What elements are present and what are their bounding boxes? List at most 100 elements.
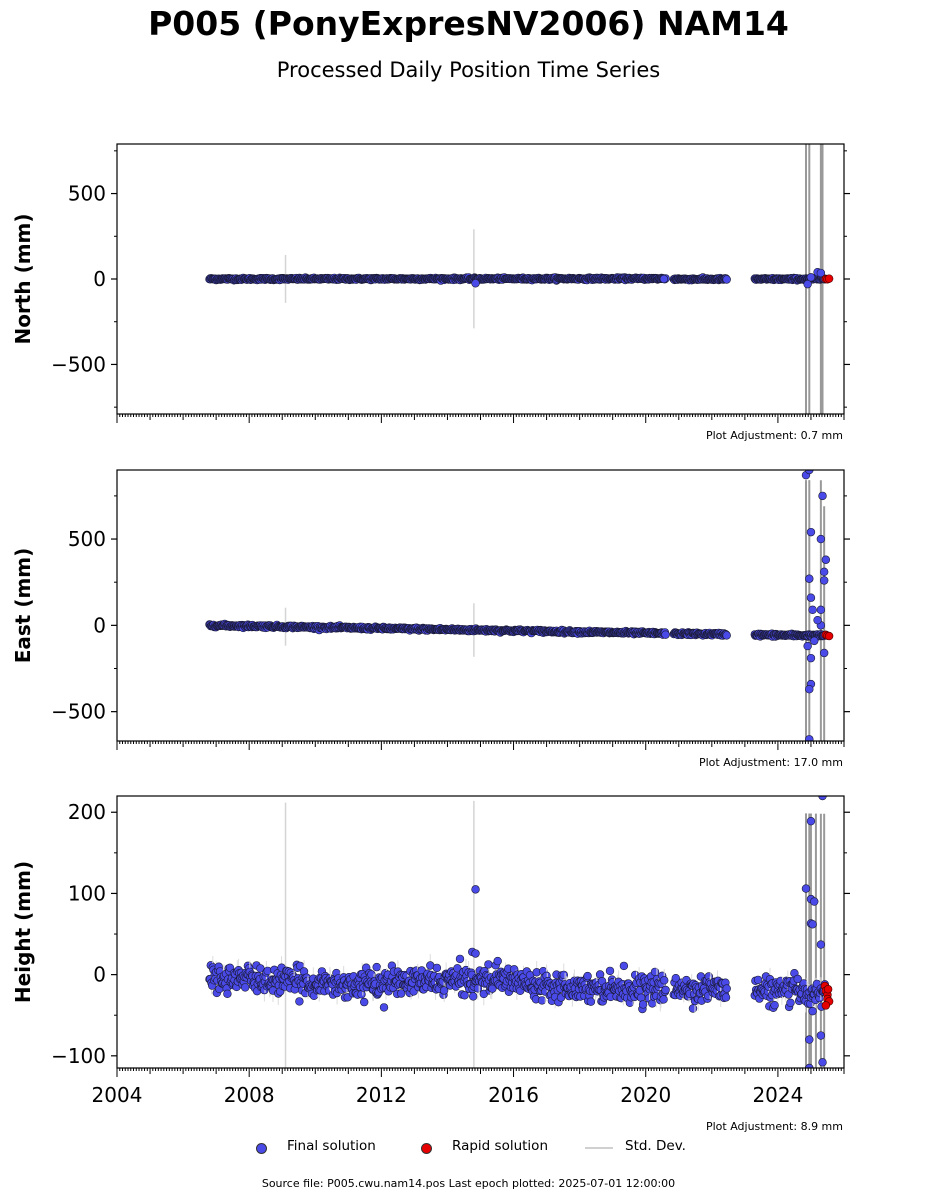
- final-point: [813, 615, 822, 625]
- final-point: [805, 574, 814, 583]
- final-point: [688, 1004, 698, 1013]
- final-point: [453, 964, 462, 973]
- stddev-swatch-icon: [585, 1147, 613, 1149]
- final-point: [537, 996, 547, 1005]
- final-point: [819, 648, 829, 658]
- final-point: [559, 970, 568, 980]
- final-point: [805, 735, 814, 741]
- y-axis-label: East (mm): [11, 548, 35, 664]
- final-point: [471, 279, 480, 288]
- y-tick-label: 0: [93, 267, 106, 291]
- final-point: [223, 989, 232, 998]
- final-point: [808, 605, 817, 615]
- final-point: [671, 973, 680, 983]
- final-point: [659, 976, 669, 985]
- x-tick-label: 2004: [92, 1083, 143, 1107]
- x-tick-label: 2016: [488, 1083, 539, 1107]
- x-tick-label: 2012: [356, 1083, 407, 1107]
- final-point: [455, 954, 465, 964]
- final-point: [256, 964, 265, 973]
- final-point: [661, 630, 670, 639]
- final-point: [803, 641, 812, 651]
- y-axis-label: Height (mm): [11, 861, 35, 1003]
- panel-2: −500 0 500 East (mm) Plot Adjustment: 17.0 m…: [11, 469, 850, 769]
- plot-area: [205, 470, 834, 741]
- final-point: [818, 1058, 827, 1067]
- final-point: [808, 920, 817, 929]
- page-subtitle: Processed Daily Position Time Series: [276, 58, 661, 82]
- x-tick-label: 2020: [620, 1083, 671, 1107]
- final-point: [808, 1006, 817, 1016]
- final-point: [360, 997, 369, 1007]
- final-point: [439, 986, 449, 995]
- final-point: [816, 605, 826, 615]
- final-point: [805, 685, 814, 694]
- final-point: [753, 975, 763, 985]
- legend-final-label: Final solution: [287, 1138, 376, 1154]
- y-tick-label: 0: [93, 613, 106, 637]
- final-point: [605, 966, 615, 976]
- plot-adjustment-note: Plot Adjustment: 8.9 mm: [706, 1120, 843, 1133]
- final-point: [619, 961, 629, 971]
- plot-adjustment-note: Plot Adjustment: 17.0 mm: [699, 756, 843, 769]
- final-point: [722, 984, 731, 993]
- final-point: [818, 796, 827, 801]
- final-point: [803, 279, 812, 289]
- rapid-swatch-icon: [421, 1143, 432, 1154]
- plot-adjustment-note: Plot Adjustment: 0.7 mm: [706, 429, 843, 442]
- final-point: [469, 992, 478, 1001]
- plot-frame: [116, 795, 845, 1069]
- final-point: [471, 949, 480, 958]
- final-point: [295, 997, 304, 1006]
- final-point: [586, 997, 596, 1006]
- final-point: [583, 971, 592, 981]
- final-point: [821, 555, 831, 564]
- final-point: [372, 962, 381, 972]
- final-point: [397, 989, 406, 998]
- final-point: [816, 1031, 826, 1040]
- final-point: [460, 991, 469, 1000]
- plot-frame: [116, 469, 845, 742]
- x-tick-label: 2008: [224, 1083, 275, 1107]
- final-point: [819, 567, 829, 577]
- final-point: [786, 998, 795, 1007]
- final-point: [818, 491, 827, 501]
- rapid-point: [821, 1001, 831, 1010]
- final-point: [806, 816, 816, 826]
- final-point: [367, 970, 376, 979]
- final-point: [806, 527, 816, 537]
- final-point: [810, 636, 819, 646]
- final-point: [793, 974, 802, 984]
- page-title: P005 (PonyExpresNV2006) NAM14: [148, 4, 789, 43]
- final-point: [721, 993, 731, 1002]
- rapid-point: [823, 985, 833, 994]
- y-tick-label: 0: [93, 963, 106, 987]
- plot-area: [205, 144, 834, 414]
- legend: Final solution Rapid solution Std. Dev.: [0, 1138, 937, 1158]
- final-point: [722, 631, 731, 640]
- final-point: [819, 576, 829, 585]
- final-point: [659, 274, 669, 284]
- final-point: [638, 1000, 648, 1009]
- final-point: [816, 940, 826, 949]
- final-point: [661, 985, 670, 995]
- y-tick-label: −500: [51, 700, 106, 724]
- final-swatch-icon: [256, 1143, 267, 1154]
- y-tick-label: −500: [51, 352, 106, 376]
- final-point: [806, 273, 816, 282]
- y-tick-label: 500: [68, 182, 106, 206]
- y-tick-label: 100: [68, 881, 106, 905]
- final-point: [770, 1000, 779, 1010]
- final-point: [484, 960, 493, 969]
- final-point: [801, 884, 811, 893]
- final-point: [806, 653, 816, 663]
- legend-stddev-label: Std. Dev.: [625, 1138, 686, 1154]
- plot-area: [205, 796, 834, 1068]
- panel-3: −100 0 100 200 2004 2008 2012 2016 2020 2024 Heigh…: [11, 795, 850, 1133]
- final-point: [810, 897, 819, 906]
- final-point: [806, 593, 816, 602]
- rapid-point: [824, 274, 834, 283]
- x-tick-label: 2024: [752, 1083, 803, 1107]
- y-axis-label: North (mm): [11, 213, 35, 344]
